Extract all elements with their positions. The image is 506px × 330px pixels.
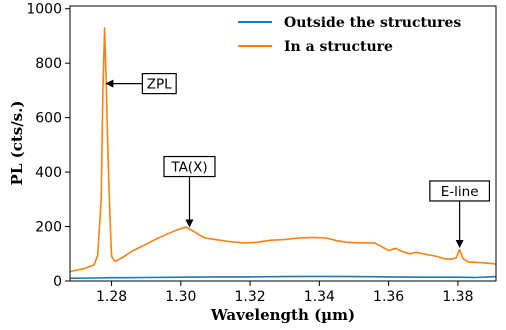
x-tick-label: 1.36 — [373, 289, 404, 305]
legend-label: In a structure — [284, 39, 393, 55]
x-axis: 1.28 1.30 1.32 1.34 1.36 1.38 — [96, 281, 473, 305]
legend: Outside the structures In a structure — [238, 15, 461, 55]
legend-label: Outside the structures — [284, 15, 461, 31]
y-tick-label: 0 — [53, 274, 62, 290]
series-layer — [69, 26, 497, 280]
annotation-label: E-line — [441, 184, 479, 200]
y-tick-label: 800 — [35, 56, 62, 72]
x-axis-title: Wavelength (µm) — [210, 306, 355, 324]
series-line-2 — [69, 26, 497, 273]
annotation-box — [429, 180, 491, 202]
annotation-label: ZPL — [147, 77, 172, 93]
y-tick-label: 600 — [35, 111, 62, 127]
annotation-ta-x: TA(X) — [163, 155, 216, 228]
annotation-box — [163, 155, 216, 178]
y-tick-label: 1000 — [26, 2, 62, 18]
annotation-zpl: ZPL — [105, 72, 177, 95]
plot-frame — [69, 5, 497, 282]
x-tick-label: 1.32 — [235, 289, 266, 305]
x-tick-label: 1.30 — [165, 289, 196, 305]
y-tick-label: 200 — [35, 220, 62, 236]
annotation-label: TA(X) — [170, 160, 207, 176]
y-tick-label: 400 — [35, 165, 62, 181]
x-tick-label: 1.28 — [96, 289, 127, 305]
annotation-e-line: E-line — [429, 180, 491, 248]
series-line-1 — [69, 275, 497, 280]
x-tick-label: 1.38 — [442, 289, 473, 305]
annotation-box — [141, 72, 177, 95]
y-axis: 0 200 400 600 800 1000 — [26, 2, 70, 290]
y-axis-title: PL (cts/s.) — [8, 101, 26, 186]
x-tick-label: 1.34 — [304, 289, 335, 305]
annotation-layer: ZPL TA(X) E-line — [105, 72, 491, 248]
